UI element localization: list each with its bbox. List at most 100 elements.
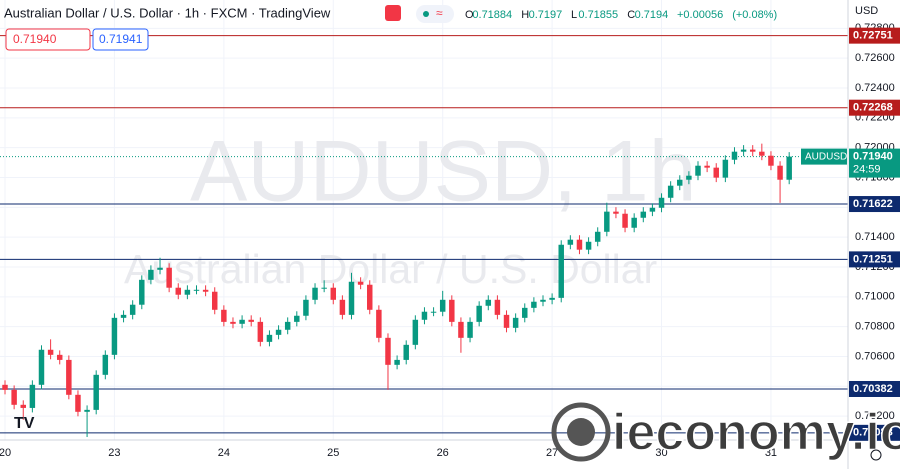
status-dot (423, 11, 429, 17)
candle-body (485, 299, 492, 306)
candle-body (184, 289, 191, 295)
candle-body (421, 311, 428, 320)
candle-body (467, 321, 473, 338)
candle-body (722, 159, 729, 178)
candle-body (230, 321, 236, 324)
candle-body (303, 299, 309, 316)
level-label: 0.72268 (853, 102, 893, 114)
candle-body (667, 185, 674, 198)
y-tick-label: 0.70600 (855, 350, 895, 362)
candle-body (786, 156, 792, 180)
tv-logo: TV (14, 415, 35, 432)
level-label: 0.70382 (853, 383, 893, 395)
candle-body (239, 319, 245, 324)
last-price: 0.71940 (853, 151, 893, 163)
candle-body (594, 231, 601, 242)
level-label-bg (849, 380, 900, 397)
candle-body (704, 165, 710, 168)
x-tick-label: 23 (108, 447, 120, 459)
status-pill (416, 5, 454, 23)
watermark-name: Australian Dollar / U.S. Dollar (124, 246, 657, 292)
candle-body (367, 284, 373, 310)
candles (2, 143, 792, 438)
buy-price[interactable]: 0.71941 (99, 32, 143, 46)
candle-body (731, 151, 738, 160)
logo-core (567, 418, 595, 446)
candle-body (622, 213, 628, 228)
sell-button[interactable] (5, 28, 91, 51)
y-tick-label: 0.70200 (855, 410, 895, 422)
candle-body (321, 287, 327, 289)
last-price-bg (849, 148, 900, 178)
candle-body (640, 211, 647, 218)
level-label: 0.71251 (853, 253, 893, 265)
candle-body (84, 409, 90, 412)
candle-body (558, 244, 564, 298)
status-icon: ≈ (436, 6, 443, 20)
logo-ring (551, 402, 611, 462)
ohlc-name: C (627, 9, 635, 21)
y-tick-label: 0.71000 (855, 291, 895, 303)
candle-body (430, 311, 437, 313)
candle-body (157, 267, 163, 270)
levels (0, 35, 848, 434)
level-label-bg (849, 251, 900, 268)
change-pct: (+0.08%) (732, 9, 777, 21)
x-tick-label: 27 (546, 447, 558, 459)
symbol-tag: AUDUSD (805, 151, 847, 162)
candle-body (749, 149, 756, 152)
candle-body (202, 289, 209, 292)
title: Australian Dollar / U.S. Dollar · 1h · F… (4, 5, 331, 20)
axis: 0.702000.704000.706000.708000.710000.712… (0, 22, 900, 459)
candle-body (759, 151, 765, 156)
badge (385, 5, 401, 21)
level-label: 0.70088 (853, 427, 893, 439)
candle-body (768, 155, 774, 166)
candle-body (175, 287, 181, 295)
candle-body (449, 299, 455, 322)
candle-body (38, 349, 45, 385)
candle-body (193, 289, 200, 291)
symbol-tag-bg (801, 148, 847, 165)
candle-body (275, 329, 282, 335)
candle-body (613, 211, 619, 214)
candle-body (20, 404, 26, 408)
level-label-bg (849, 99, 900, 116)
candle-body (166, 267, 172, 288)
candle-body (312, 287, 318, 300)
candle-body (512, 317, 519, 328)
candle-body (567, 239, 574, 245)
change: +0.00056 (677, 9, 723, 21)
candle-body (604, 211, 610, 232)
level-label: 0.71622 (853, 198, 893, 210)
candle-body (385, 337, 391, 365)
candle-body (56, 354, 63, 360)
level-label: 0.72751 (853, 30, 893, 42)
sell-price[interactable]: 0.71940 (13, 32, 57, 46)
candle-body (120, 314, 127, 318)
ohlc-legend: O0.71884 H 0.7197 L 0.71855 C 0.7194 +0.00056 (+… (465, 9, 777, 21)
candle-body (549, 297, 555, 300)
candle-body (93, 374, 99, 410)
candle-body (439, 299, 446, 312)
settings-icon[interactable] (870, 449, 882, 461)
candle-body (339, 299, 346, 315)
currency: USD (855, 5, 878, 17)
x-tick-label: 26 (437, 447, 449, 459)
ohlc-name: O (465, 9, 474, 21)
x-tick-label: 31 (765, 447, 777, 459)
candle-body (257, 321, 264, 342)
countdown: 24:59 (853, 164, 881, 176)
candle-body (75, 394, 81, 412)
candle-body (531, 301, 537, 308)
candle-body (713, 167, 719, 178)
candle-body (412, 319, 419, 345)
y-tick-label: 0.72400 (855, 82, 895, 94)
candle-body (503, 314, 510, 328)
candle-body (284, 321, 291, 330)
candle-body (66, 359, 72, 395)
buy-button[interactable] (92, 28, 149, 51)
grid (0, 0, 848, 440)
candle-body (777, 165, 783, 180)
